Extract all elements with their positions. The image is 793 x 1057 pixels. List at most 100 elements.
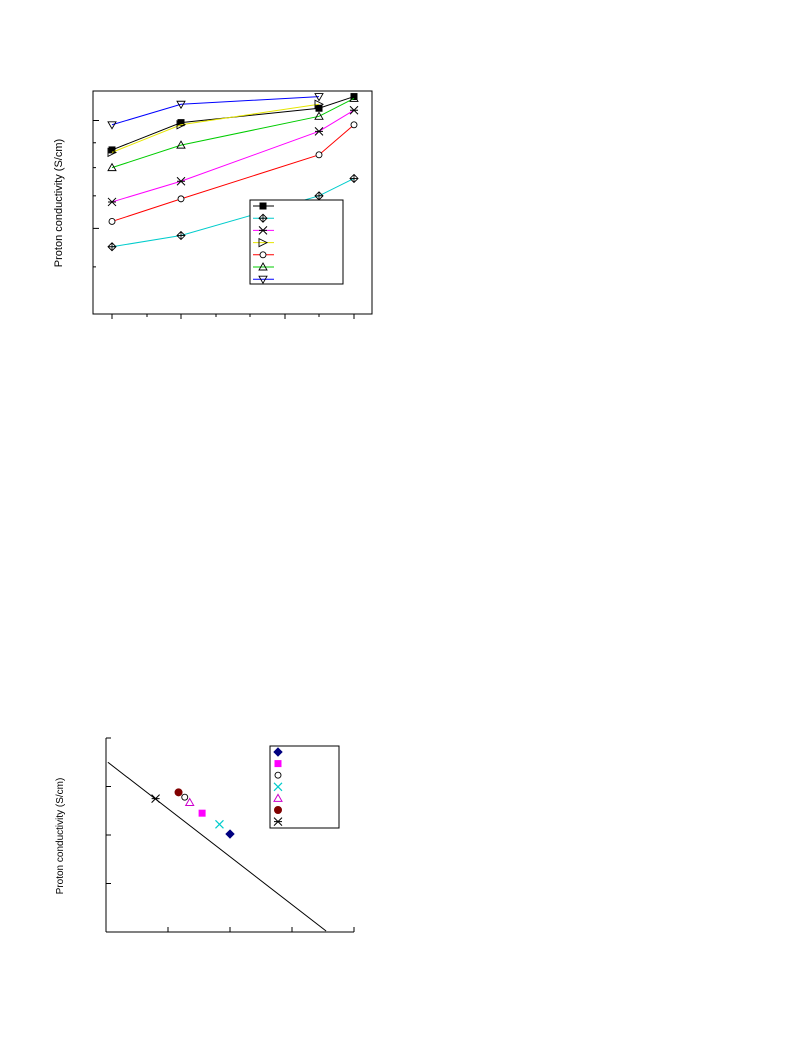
chart1-series-1-point-0-shape (107, 242, 117, 252)
chart2-legend-box (269, 745, 340, 829)
chart1-legend-4-marker (259, 251, 267, 259)
chart1-series-5-point-2 (314, 111, 324, 120)
chart1-legend-box (249, 199, 344, 285)
chart1-series-5-line (111, 98, 355, 169)
chart1-series-4-point-3 (350, 121, 358, 129)
chart1-series-2-line (111, 109, 355, 203)
chart1-series-3-point-1-shape (176, 120, 187, 130)
chart2-legend-3-marker (273, 782, 283, 792)
chart1-series-2-point-3-shape (349, 105, 359, 115)
chart1-legend-3-marker (258, 237, 269, 248)
chart1-legend-1-marker-shape (258, 213, 268, 223)
chart2-point-2-shape (181, 793, 189, 801)
chart1-series-1-point-1 (176, 230, 186, 241)
chart2-points-layer (151, 788, 235, 839)
chart1: Proton conductivity (S/cm) (53, 90, 373, 319)
chart2: Proton conductivity (S/cm) (55, 737, 355, 933)
chart1-series-6-point-2-shape (314, 93, 324, 102)
chart1-series-5-point-3 (349, 93, 359, 102)
chart1-legend-6-marker-shape (258, 275, 268, 285)
chart1-legend-4-marker-shape (259, 251, 267, 259)
chart2-legend-0-marker (273, 747, 283, 757)
chart2-point-3 (215, 819, 224, 829)
chart1-series-2-point-0 (107, 197, 117, 207)
chart2-legend-4-marker-shape (273, 793, 283, 802)
chart1-series-3-point-1 (176, 120, 187, 130)
chart1-series-5-point-0 (107, 162, 117, 172)
chart1-series-2-point-1-shape (176, 176, 186, 186)
chart1-series-4-point-2-shape (315, 151, 323, 159)
chart1-series-2-point-2-shape (314, 126, 324, 136)
chart2-point-1 (198, 809, 206, 817)
chart2-legend-5-marker (274, 806, 282, 814)
chart1-plot-frame (92, 90, 373, 315)
chart1-series-4-point-3-shape (350, 121, 358, 129)
chart2-point-5 (174, 788, 183, 797)
chart2-legend-5-marker-shape (274, 806, 282, 814)
chart1-legend-5-marker-shape (258, 262, 268, 271)
chart1-series-5-point-3-shape (349, 93, 359, 102)
chart2-point-6 (151, 794, 160, 803)
chart1-series-1-point-3 (349, 173, 359, 184)
chart1-series-6-point-1-shape (176, 100, 186, 110)
chart2-point-0-shape (225, 829, 235, 839)
chart2-point-0 (225, 829, 235, 839)
chart1-series-6-point-2 (314, 93, 324, 102)
chart1-series-4-point-2 (315, 151, 323, 159)
chart2-legend-4-marker (273, 793, 283, 802)
chart1-series-3-point-0 (107, 147, 118, 158)
chart2-point-4 (184, 797, 195, 807)
chart2-point-2 (181, 793, 189, 801)
chart1-legend-0-marker (259, 202, 267, 210)
chart1-series-5-point-2-shape (314, 111, 324, 120)
chart2-point-1-shape (198, 809, 206, 817)
chart1-series-4-point-1 (177, 195, 185, 203)
chart2-xticks (167, 927, 355, 932)
chart1-legend-0-marker-shape (259, 202, 267, 210)
chart1-legend-6-marker (258, 275, 268, 285)
chart1-series-1-point-2 (314, 191, 324, 201)
chart1-xticks (111, 314, 355, 319)
chart2-trendline (107, 761, 327, 932)
chart1-legend-2-marker (258, 226, 268, 235)
chart1-series-layer (107, 93, 359, 252)
chart1-series-2-point-2 (314, 126, 324, 136)
chart1-series-4-point-0-shape (108, 218, 116, 225)
chart1-series-1-point-0 (107, 242, 117, 252)
chart2-yticks (106, 737, 111, 884)
chart2-legend-2-marker-shape (274, 771, 282, 779)
chart1-series-2-point-3 (349, 105, 359, 115)
chart2-legend-6-marker (273, 817, 283, 826)
chart2-legend-1-marker (274, 760, 282, 768)
chart1-series-5-point-1 (176, 140, 186, 149)
chart1-yticks (93, 120, 99, 268)
chart1-legend-entries (253, 202, 274, 285)
chart1-series-1-point-1-shape (176, 230, 186, 241)
chart1-series-0-line (111, 96, 355, 151)
chart1-series-5-point-0-shape (107, 162, 117, 172)
chart1-series-2-point-0-shape (107, 197, 117, 207)
chart1-y-axis-label: Proton conductivity (S/cm) (53, 139, 65, 267)
chart1-series-3-point-2 (314, 99, 325, 109)
chart1-legend-2-marker-shape (258, 226, 268, 235)
chart2-legend-entries (273, 747, 283, 826)
chart1-series-6-point-0-shape (107, 121, 117, 130)
chart2-legend-0-marker-shape (273, 747, 283, 757)
chart1-series-5-point-1-shape (176, 140, 186, 149)
chart2-point-6-shape (151, 794, 160, 803)
chart1-series-6-line (111, 96, 320, 126)
chart2-point-5-shape (174, 788, 183, 797)
chart1-legend-5-marker (258, 262, 268, 271)
chart1-legend-1-marker (258, 213, 268, 223)
chart1-series-6-point-1 (176, 100, 186, 110)
chart2-y-axis-label: Proton conductivity (S/cm) (55, 778, 66, 895)
chart1-series-4-point-1-shape (177, 195, 185, 203)
chart2-legend-6-marker-shape (273, 817, 283, 826)
chart1-series-1-point-3-shape (349, 173, 359, 184)
chart1-series-1-point-2-shape (314, 191, 324, 201)
chart2-point-4-shape (184, 797, 195, 807)
chart1-series-3-line (111, 103, 320, 153)
chart2-legend-1-marker-shape (274, 760, 282, 768)
chart1-series-6-point-0 (107, 121, 117, 130)
